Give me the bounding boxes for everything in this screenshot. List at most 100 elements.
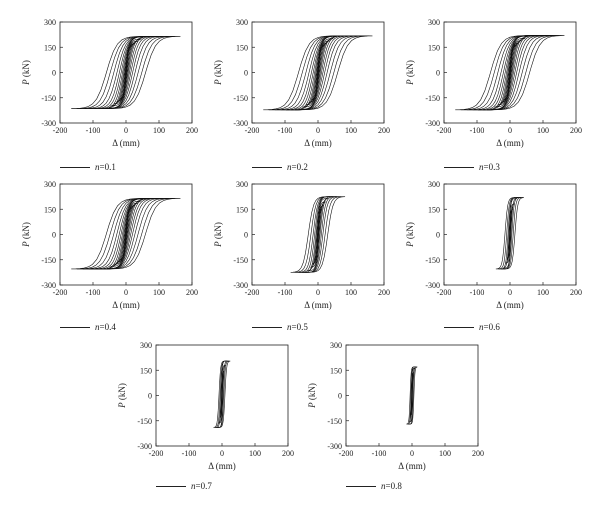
- x-tick-label: 200: [378, 126, 390, 135]
- plot-n-0-4: -200 -100 0 100 200 300 150 0 -150 -300 Δ (mm) P (k…: [21, 180, 198, 310]
- y-tick-label: -150: [233, 94, 248, 103]
- x-tick-label: 200: [282, 449, 294, 458]
- hysteresis-loop: [310, 201, 327, 268]
- x-tick-label: 100: [537, 288, 549, 297]
- y-tick-label: 150: [330, 366, 342, 375]
- x-axis-label: Δ (mm): [112, 138, 140, 148]
- y-axis-label: P (kN): [405, 222, 415, 248]
- x-tick-label: -200: [245, 288, 260, 297]
- legend-value: =0.2: [291, 162, 308, 172]
- hysteresis-loop: [263, 35, 373, 111]
- y-axis-label: P (kN): [21, 60, 31, 86]
- y-axis-unit: (kN): [21, 222, 31, 241]
- x-axis-label: Δ (mm): [496, 138, 524, 148]
- y-tick-label: 0: [338, 392, 342, 401]
- y-tick-label: 300: [44, 180, 56, 189]
- y-tick-label: -300: [425, 119, 440, 128]
- y-tick-label: -150: [233, 256, 248, 265]
- legend-line: [60, 167, 90, 169]
- y-tick-label: 150: [428, 43, 440, 52]
- y-axis-unit: (kN): [117, 383, 127, 402]
- hysteresis-loop: [311, 44, 325, 101]
- y-tick-label: -300: [137, 442, 152, 451]
- y-tick-label: 300: [236, 18, 248, 27]
- x-tick-label: 0: [508, 126, 512, 135]
- y-tick-label: 150: [236, 205, 248, 214]
- y-tick-label: 300: [44, 18, 56, 27]
- y-tick-label: -300: [233, 281, 248, 290]
- y-axis-var: P: [307, 402, 317, 409]
- panel-n-0-5: -200 -100 0 100 200 300 150 0 -150 -300 Δ (mm) P (k…: [192, 172, 392, 342]
- x-tick-label: 0: [508, 288, 512, 297]
- legend-value: =0.5: [291, 322, 308, 332]
- x-tick-label: -200: [437, 126, 452, 135]
- y-axis-var: P: [21, 79, 31, 86]
- panel-n-0-2: -200 -100 0 100 200 300 150 0 -150 -300 Δ (mm) P (k…: [192, 10, 392, 180]
- x-tick-label: 0: [316, 288, 320, 297]
- y-axis-var: P: [213, 79, 223, 86]
- hysteresis-loop: [494, 37, 526, 108]
- y-tick-label: 0: [148, 392, 152, 401]
- legend-value: =0.6: [483, 322, 500, 332]
- y-tick-label: -150: [137, 417, 152, 426]
- x-tick-label: -200: [245, 126, 260, 135]
- plot-n-0-6: -200 -100 0 100 200 300 150 0 -150 -300 Δ (mm) P (k…: [405, 180, 582, 310]
- legend-var: n: [381, 481, 386, 491]
- y-tick-label: 150: [428, 205, 440, 214]
- legend-value: =0.7: [195, 481, 212, 491]
- x-axis-label: Δ (mm): [398, 461, 426, 471]
- y-tick-label: -300: [327, 442, 342, 451]
- y-axis-unit: (kN): [213, 60, 223, 79]
- x-tick-label: -200: [53, 288, 68, 297]
- hysteresis-loop: [497, 40, 522, 106]
- x-tick-label: 0: [410, 449, 414, 458]
- y-axis-unit: (kN): [21, 60, 31, 79]
- x-tick-label: -100: [470, 288, 485, 297]
- y-axis-unit: (kN): [213, 222, 223, 241]
- y-axis-label: P (kN): [117, 383, 127, 409]
- x-tick-label: 200: [472, 449, 484, 458]
- legend-line: [444, 167, 474, 169]
- legend-value: =0.4: [99, 322, 116, 332]
- y-axis-var: P: [117, 402, 127, 409]
- x-tick-label: 200: [378, 288, 390, 297]
- x-tick-label: -100: [182, 449, 197, 458]
- x-tick-label: -100: [86, 126, 101, 135]
- x-tick-label: 200: [186, 126, 198, 135]
- y-axis-var: P: [213, 241, 223, 248]
- y-axis-unit: (kN): [307, 383, 317, 402]
- x-tick-label: 200: [570, 288, 582, 297]
- legend-line: [60, 327, 90, 329]
- x-tick-label: 100: [345, 288, 357, 297]
- y-tick-label: -300: [233, 119, 248, 128]
- y-tick-label: 150: [44, 43, 56, 52]
- x-tick-label: 0: [124, 288, 128, 297]
- panel-n-0-7: -200 -100 0 100 200 300 150 0 -150 -300 Δ (mm) P (k…: [96, 333, 296, 503]
- y-tick-label: 0: [52, 69, 56, 78]
- hysteresis-loop: [110, 200, 142, 267]
- x-axis-label: Δ (mm): [112, 300, 140, 310]
- legend-value: =0.8: [385, 481, 402, 491]
- hysteresis-loop: [218, 364, 226, 424]
- legend-value: =0.1: [99, 162, 116, 172]
- legend-var: n: [479, 322, 484, 332]
- legend-n-0-2: n=0.2: [252, 162, 308, 172]
- panel-n-0-6: -200 -100 0 100 200 300 150 0 -150 -300 Δ (mm) P (k…: [384, 172, 584, 342]
- y-tick-label: -150: [41, 256, 56, 265]
- y-axis-label: P (kN): [213, 60, 223, 86]
- hysteresis-loop: [113, 40, 138, 105]
- hysteresis-loop: [213, 360, 231, 428]
- x-tick-label: 100: [537, 126, 549, 135]
- hysteresis-loop: [290, 196, 346, 273]
- panel-n-0-8: -200 -100 0 100 200 300 150 0 -150 -300 Δ (mm) P (k…: [286, 333, 486, 503]
- y-axis-var: P: [21, 241, 31, 248]
- legend-var: n: [95, 322, 100, 332]
- y-tick-label: 150: [44, 205, 56, 214]
- y-axis-unit: (kN): [405, 60, 415, 79]
- hysteresis-loop: [305, 40, 330, 106]
- legend-var: n: [287, 162, 292, 172]
- hysteresis-loop: [71, 36, 181, 109]
- hysteresis-loop: [119, 45, 133, 100]
- x-tick-label: -100: [278, 288, 293, 297]
